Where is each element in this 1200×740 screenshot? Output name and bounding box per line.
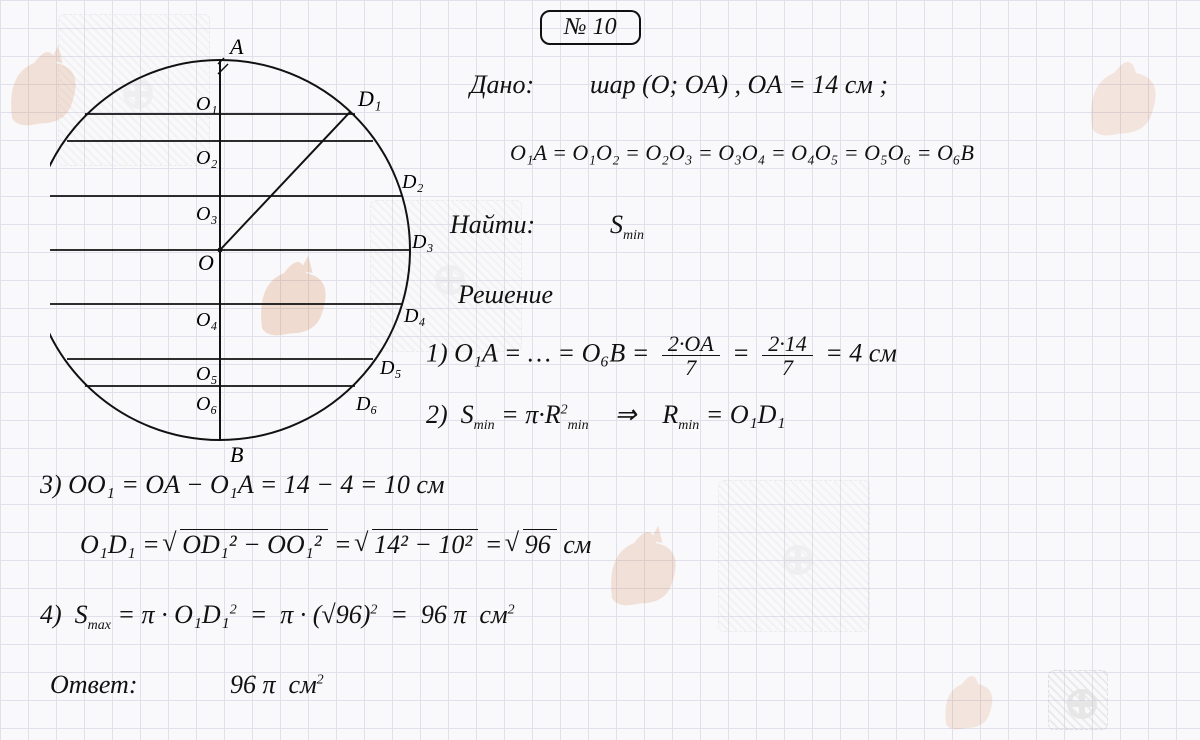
answer-value: 96 π см2 (230, 670, 324, 700)
svg-text:D₆: D₆ (355, 393, 377, 415)
svg-text:O₄: O₄ (196, 309, 217, 331)
svg-text:D₂: D₂ (401, 171, 423, 193)
given-label: Дано: (470, 70, 534, 100)
step-1-lead: 1) O₁A = … = O₆B = (426, 339, 649, 368)
svg-text:A: A (228, 34, 244, 59)
step-4: 4) Smax = π · O₁D₁2 = π · (√96)2 = 96 π … (40, 600, 515, 634)
fox-icon (1070, 40, 1180, 150)
svg-text:O₅: O₅ (196, 363, 217, 385)
watermark-qr (1048, 670, 1108, 730)
svg-text:O₃: O₃ (196, 203, 217, 225)
svg-text:D₃: D₃ (411, 231, 433, 253)
svg-text:O₆: O₆ (196, 393, 217, 415)
find-label: Найти: (450, 210, 535, 240)
answer-label: Ответ: (50, 670, 137, 700)
given-equalities: O₁A = O₁O₂ = O₂O₃ = O₃O₄ = O₄O₅ = O₅O₆ =… (510, 140, 974, 166)
problem-number: № 10 (540, 10, 641, 45)
fraction: 2·14 7 (762, 332, 813, 379)
svg-text:D₄: D₄ (403, 305, 425, 327)
page: № 10 A B O₁ O₂ O₃ O O₄ O₅ O₆ D₁ D₂ D₃ D₄… (0, 0, 1200, 738)
watermark-qr (718, 480, 868, 630)
svg-text:O: O (198, 250, 214, 275)
fox-icon (930, 660, 1010, 740)
fraction: 2·OA 7 (662, 332, 720, 379)
step-1: 1) O₁A = … = O₆B = 2·OA 7 = 2·14 7 = 4 с… (426, 332, 897, 379)
svg-text:D₅: D₅ (379, 357, 401, 379)
sphere-diagram: A B O₁ O₂ O₃ O O₄ O₅ O₆ D₁ D₂ D₃ D₄ D₅ D… (50, 30, 450, 470)
given-content: шар (O; OA) , OA = 14 см ; (590, 70, 888, 100)
find-value: Smin (610, 210, 644, 244)
step-2: 2) Smin = π·R2min ⇒ Rmin = O₁D₁ (426, 400, 785, 434)
fox-icon (590, 510, 700, 620)
svg-text:B: B (230, 442, 243, 467)
solution-label: Решение (458, 280, 553, 310)
svg-text:D₁: D₁ (357, 86, 382, 111)
step-3b: O₁D₁ = OD₁² − OO₁² = 14² − 10² = 96 см (80, 530, 591, 560)
step-3a: 3) OO₁ = OA − O₁A = 14 − 4 = 10 см (40, 470, 445, 500)
svg-text:O₂: O₂ (196, 147, 217, 169)
svg-text:O₁: O₁ (196, 93, 217, 115)
